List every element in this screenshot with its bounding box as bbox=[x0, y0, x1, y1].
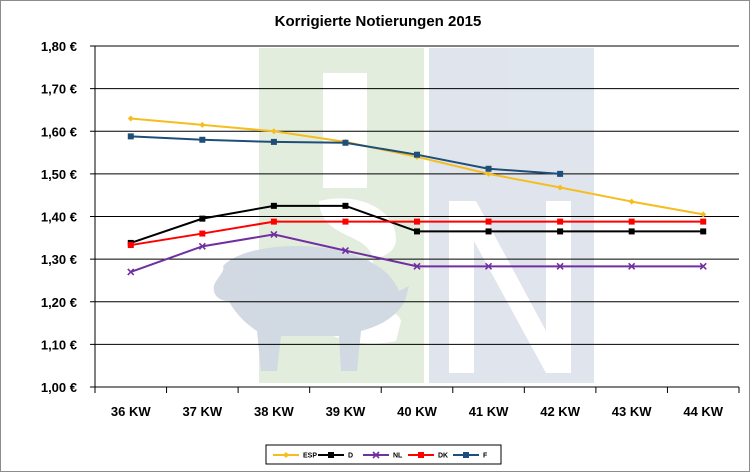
x-tick-label: 44 KW bbox=[683, 404, 723, 419]
data-point-esp bbox=[700, 211, 707, 218]
data-point-esp bbox=[628, 198, 635, 205]
x-tick-label: 43 KW bbox=[612, 404, 652, 419]
data-point-nl bbox=[484, 262, 493, 270]
data-point-dk bbox=[270, 218, 277, 225]
y-tick-label: 1,70 € bbox=[41, 82, 77, 97]
legend-marker-nl bbox=[372, 451, 380, 459]
data-point-f bbox=[127, 133, 134, 140]
data-point-dk bbox=[700, 218, 707, 225]
x-tick-label: 40 KW bbox=[397, 404, 437, 419]
data-point-d bbox=[485, 228, 492, 235]
data-point-esp bbox=[557, 184, 564, 191]
series-dk bbox=[127, 218, 707, 249]
series-f bbox=[127, 133, 564, 177]
data-point-nl bbox=[413, 262, 421, 270]
x-tick-label: 38 KW bbox=[254, 404, 294, 419]
legend-label-f: F bbox=[483, 453, 488, 460]
data-point-f bbox=[414, 151, 420, 158]
data-point-dk bbox=[342, 218, 349, 225]
y-tick-label: 1,50 € bbox=[41, 167, 77, 182]
legend-item-f: F bbox=[453, 452, 488, 460]
isn-watermark-logo bbox=[213, 48, 594, 383]
y-axis: 1,00 € 1,10 € 1,20 € 1,30 € 1,40 € 1,50 € 1,60… bbox=[41, 39, 96, 395]
data-point-f bbox=[342, 139, 349, 146]
legend-item-dk: DK bbox=[408, 452, 448, 460]
legend: ESP D NL DK F bbox=[265, 444, 502, 465]
data-point-nl bbox=[341, 247, 350, 255]
x-tick-label: 42 KW bbox=[540, 404, 580, 419]
legend-item-esp: ESP bbox=[273, 452, 317, 460]
data-point-dk bbox=[557, 218, 564, 225]
legend-marker-esp bbox=[283, 452, 289, 458]
data-point-d bbox=[414, 228, 420, 235]
data-point-esp bbox=[127, 115, 134, 122]
legend-marker-dk bbox=[418, 452, 424, 458]
data-point-f bbox=[557, 170, 564, 177]
legend-label-esp: ESP bbox=[303, 453, 317, 460]
y-tick-label: 1,00 € bbox=[41, 380, 77, 395]
data-point-d bbox=[199, 215, 206, 222]
legend-label-nl: NL bbox=[393, 453, 403, 460]
data-point-d bbox=[557, 228, 564, 235]
x-axis: 36 KW 37 KW 38 KW 39 KW 40 KW 41 KW 42 KW 43 KW… bbox=[94, 386, 740, 419]
data-point-dk bbox=[414, 218, 420, 225]
series-group bbox=[127, 115, 707, 276]
x-tick-label: 37 KW bbox=[182, 404, 222, 419]
data-point-esp bbox=[199, 121, 206, 128]
legend-label-d: D bbox=[348, 453, 353, 460]
data-point-nl bbox=[699, 262, 707, 270]
data-point-nl bbox=[270, 230, 278, 238]
y-tick-label: 1,20 € bbox=[41, 295, 77, 310]
data-point-dk bbox=[485, 218, 492, 225]
data-point-dk bbox=[127, 242, 134, 249]
data-point-f bbox=[485, 165, 492, 172]
legend-item-nl: NL bbox=[363, 451, 403, 460]
data-point-nl bbox=[556, 262, 564, 270]
chart-title: Korrigierte Notierungen 2015 bbox=[275, 13, 482, 30]
legend-label-dk: DK bbox=[438, 453, 448, 460]
series-nl bbox=[127, 230, 707, 276]
data-point-esp bbox=[485, 170, 492, 177]
y-tick-label: 1,80 € bbox=[41, 39, 77, 54]
data-point-nl bbox=[127, 268, 135, 276]
y-tick-label: 1,10 € bbox=[41, 337, 77, 352]
x-tick-label: 39 KW bbox=[326, 404, 366, 419]
data-point-nl bbox=[198, 242, 206, 250]
x-tick-label: 36 KW bbox=[111, 404, 151, 419]
legend-marker-d bbox=[328, 452, 334, 458]
legend-item-d: D bbox=[318, 452, 353, 460]
data-point-dk bbox=[628, 218, 635, 225]
data-point-f bbox=[199, 136, 206, 143]
y-tick-label: 1,40 € bbox=[41, 210, 77, 225]
data-point-d bbox=[342, 202, 349, 209]
data-point-f bbox=[270, 138, 277, 145]
x-tick-label: 41 KW bbox=[469, 404, 509, 419]
data-point-dk bbox=[199, 230, 206, 237]
legend-marker-f bbox=[463, 452, 469, 458]
y-tick-label: 1,30 € bbox=[41, 252, 77, 267]
data-point-nl bbox=[628, 262, 636, 270]
y-tick-label: 1,60 € bbox=[41, 124, 77, 139]
data-point-esp bbox=[270, 128, 277, 135]
data-point-d bbox=[270, 202, 277, 209]
data-point-d bbox=[628, 228, 635, 235]
data-point-d bbox=[700, 228, 707, 235]
